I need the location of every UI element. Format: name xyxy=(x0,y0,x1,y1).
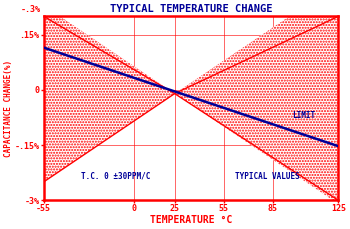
Text: LIMIT: LIMIT xyxy=(293,111,316,120)
Y-axis label: CAPACITANCE CHANGE(%): CAPACITANCE CHANGE(%) xyxy=(4,60,13,157)
Title: TYPICAL TEMPERATURE CHANGE: TYPICAL TEMPERATURE CHANGE xyxy=(110,4,272,14)
Text: T.C. 0 ±30PPM/C: T.C. 0 ±30PPM/C xyxy=(81,172,151,181)
X-axis label: TEMPERATURE °C: TEMPERATURE °C xyxy=(150,215,232,225)
Text: -.3%: -.3% xyxy=(20,5,41,14)
Text: TYPICAL VALUES: TYPICAL VALUES xyxy=(235,172,300,181)
